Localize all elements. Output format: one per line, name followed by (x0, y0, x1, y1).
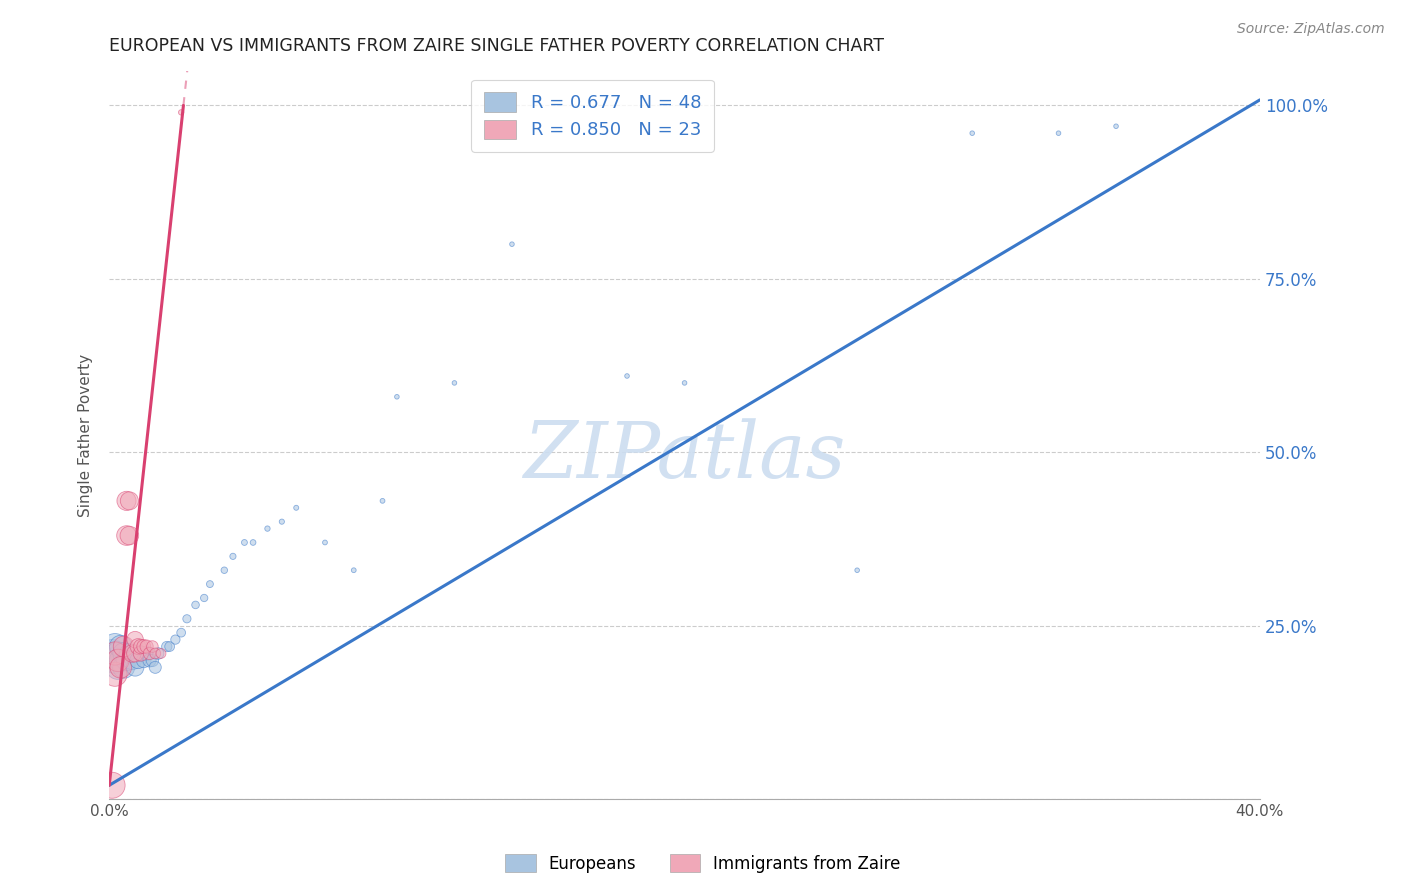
Point (118, 647, 141, 661)
Point (115, 493, 138, 508)
Point (107, 660, 129, 674)
Point (170, 105, 193, 120)
Point (846, 563, 869, 577)
Point (159, 640, 181, 654)
Point (104, 647, 127, 661)
Point (673, 376, 696, 390)
Point (170, 625, 193, 640)
Point (112, 660, 135, 674)
Point (115, 653, 138, 667)
Point (176, 612, 198, 626)
Point (101, 647, 124, 661)
Point (385, 390, 408, 404)
Point (121, 647, 143, 661)
Point (256, 522, 278, 536)
Point (135, 647, 157, 661)
Point (214, 563, 236, 577)
Point (132, 640, 155, 654)
Point (124, 660, 146, 674)
Point (150, 647, 173, 661)
Point (193, 591, 215, 605)
Point (118, 493, 141, 508)
Point (501, 237, 523, 252)
Point (104, 653, 127, 667)
Point (110, 653, 132, 667)
Point (233, 535, 256, 549)
Point (121, 653, 143, 667)
Point (129, 640, 152, 654)
Point (156, 640, 179, 654)
Point (138, 647, 160, 661)
Point (124, 647, 146, 661)
Point (101, 778, 124, 792)
Point (107, 653, 129, 667)
Point (371, 493, 394, 508)
Point (443, 376, 465, 390)
Point (110, 660, 132, 674)
Legend: R = 0.677   N = 48, R = 0.850   N = 23: R = 0.677 N = 48, R = 0.850 N = 23 (471, 79, 714, 152)
Point (616, 369, 638, 384)
Y-axis label: Single Father Poverty: Single Father Poverty (79, 353, 93, 516)
Legend: Europeans, Immigrants from Zaire: Europeans, Immigrants from Zaire (499, 847, 907, 880)
Point (110, 640, 132, 654)
Point (132, 653, 155, 667)
Point (138, 653, 160, 667)
Point (143, 660, 166, 674)
Point (104, 667, 127, 681)
Point (115, 528, 138, 542)
Point (104, 640, 127, 654)
Point (141, 640, 163, 654)
Point (141, 653, 163, 667)
Point (107, 647, 129, 661)
Point (112, 640, 135, 654)
Point (184, 598, 207, 612)
Point (127, 653, 149, 667)
Point (143, 647, 166, 661)
Point (127, 640, 149, 654)
Point (1047, 126, 1070, 140)
Point (112, 647, 135, 661)
Point (222, 549, 245, 564)
Text: Source: ZipAtlas.com: Source: ZipAtlas.com (1237, 22, 1385, 37)
Text: ZIPatlas: ZIPatlas (523, 418, 846, 495)
Point (242, 535, 264, 549)
Point (314, 535, 336, 549)
Point (343, 563, 366, 577)
Point (129, 647, 152, 661)
Point (135, 640, 157, 654)
Point (1105, 120, 1128, 134)
Point (285, 500, 308, 515)
Point (198, 577, 221, 591)
Point (118, 528, 141, 542)
Point (124, 632, 146, 647)
Text: EUROPEAN VS IMMIGRANTS FROM ZAIRE SINGLE FATHER POVERTY CORRELATION CHART: EUROPEAN VS IMMIGRANTS FROM ZAIRE SINGLE… (110, 37, 884, 55)
Point (129, 647, 152, 661)
Point (960, 126, 983, 140)
Point (165, 632, 187, 647)
Point (270, 515, 292, 529)
Point (146, 647, 169, 661)
